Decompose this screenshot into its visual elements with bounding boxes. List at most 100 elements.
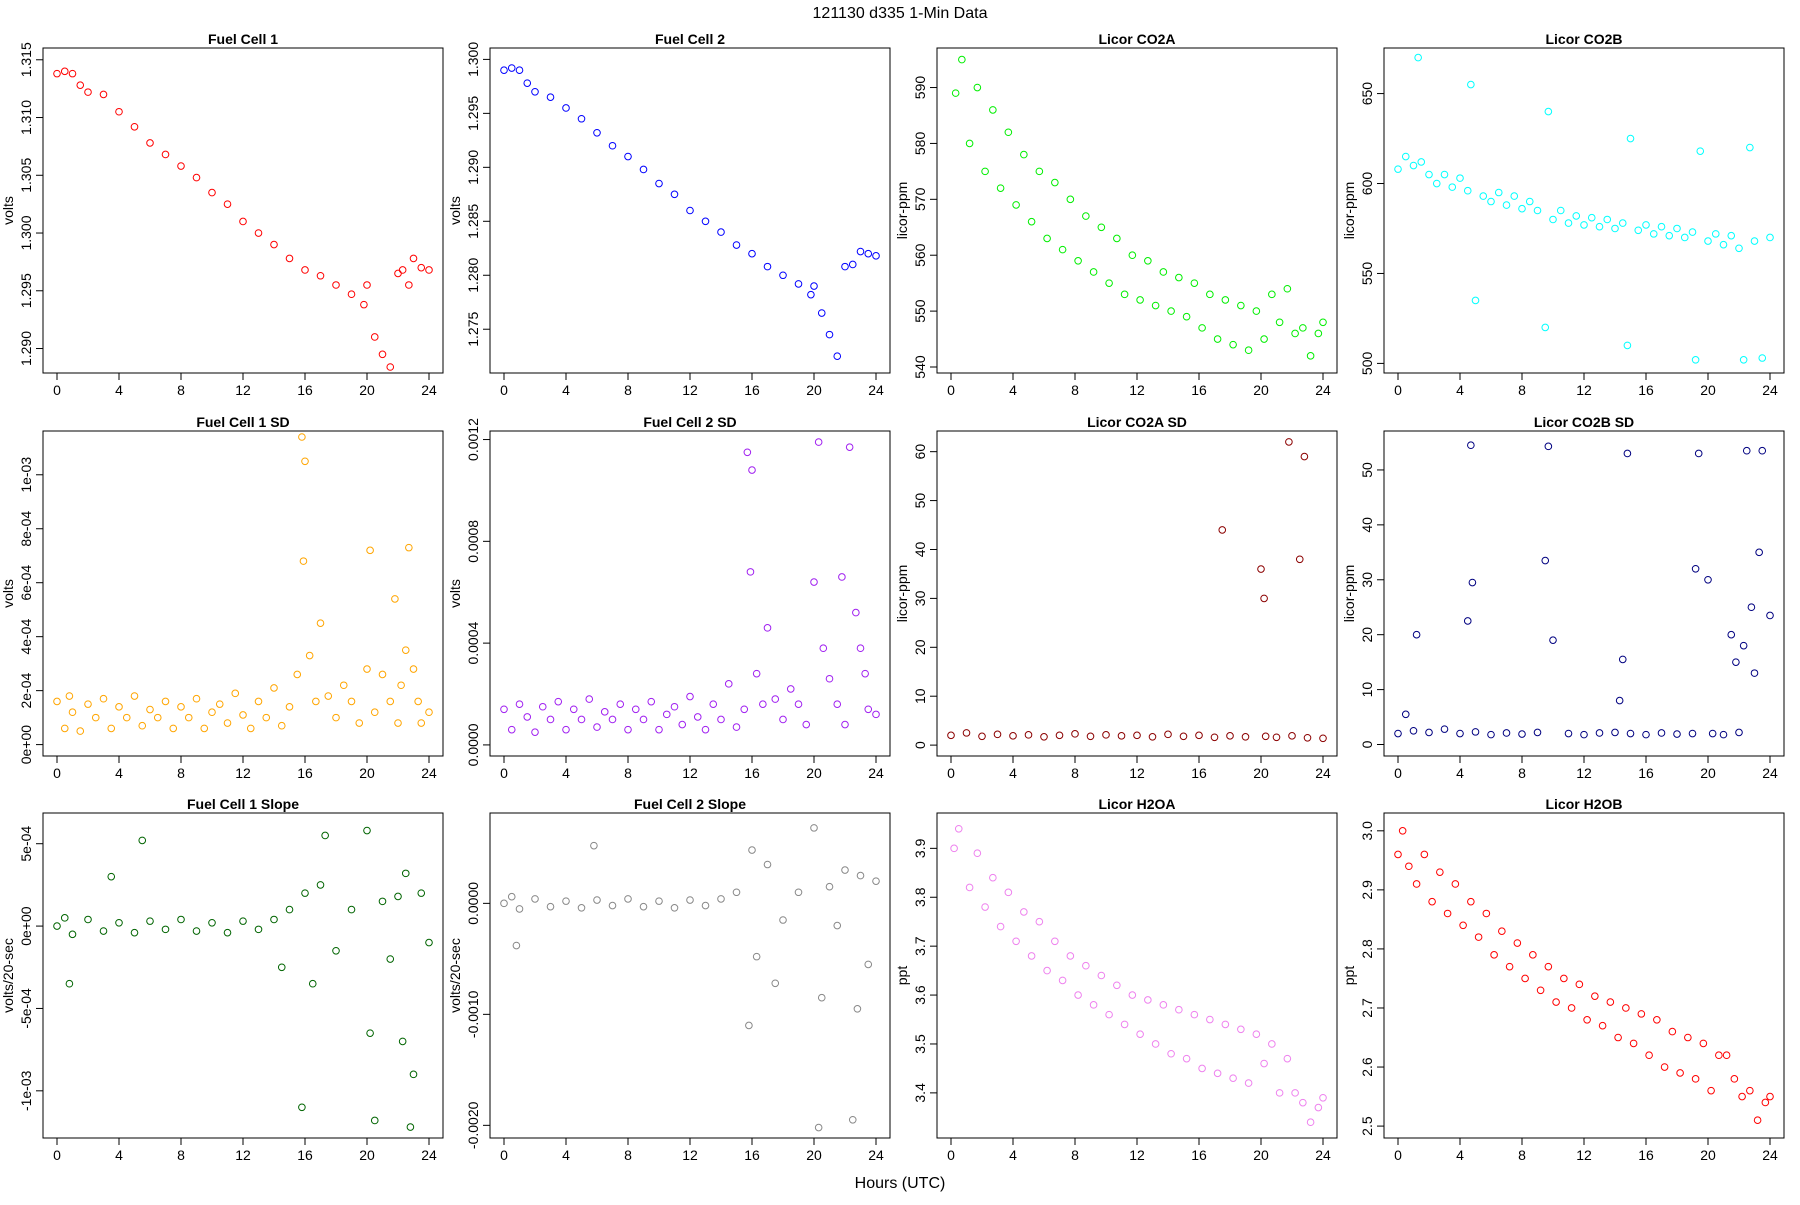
y-tick-label: 60 [912, 444, 928, 460]
data-point [577, 114, 586, 123]
data-point [1479, 192, 1488, 200]
data-point [1012, 937, 1020, 946]
data-point [748, 249, 756, 258]
data-point [624, 725, 632, 734]
data-point [1704, 575, 1712, 584]
data-point [1241, 732, 1250, 741]
y-tick-label: 0 [1359, 740, 1375, 748]
data-point [554, 697, 563, 706]
data-point [1428, 897, 1436, 906]
y-tick-label: 6e-04 [18, 565, 34, 601]
plot-frame [1383, 812, 1785, 1139]
data-point [1082, 961, 1090, 970]
data-point [507, 892, 516, 901]
data-point [1518, 730, 1526, 738]
data-point [277, 963, 286, 972]
data-point [1288, 732, 1296, 740]
data-point [1058, 976, 1067, 985]
data-point [1727, 630, 1736, 639]
y-tick-label: 0.0012 [465, 418, 481, 461]
data-point [115, 918, 123, 927]
data-point [810, 578, 818, 586]
data-point [1012, 201, 1020, 209]
data-point [872, 252, 880, 260]
data-point [1272, 733, 1281, 742]
data-point [624, 152, 632, 161]
data-point [270, 240, 278, 249]
data-point [223, 200, 232, 208]
x-tick-label: 8 [1071, 765, 1079, 781]
data-point [394, 892, 402, 901]
data-point [1299, 324, 1307, 332]
panel-fc1: Fuel Cell 1 0 4 8 12 16 20 24 1.290 1.295 1.300 1.3… [0, 31, 444, 398]
data-point [1502, 729, 1511, 737]
x-tick-label: 12 [1576, 765, 1592, 781]
data-point [1035, 917, 1044, 926]
y-axis-label: ppt [1341, 966, 1357, 986]
plot-frame [936, 812, 1338, 1139]
data-point [1468, 578, 1477, 587]
data-point [947, 731, 955, 740]
x-tick-label: 20 [806, 1147, 822, 1163]
data-point [53, 69, 61, 78]
data-point [355, 719, 364, 727]
data-point [146, 917, 154, 925]
x-tick-label: 24 [1762, 382, 1778, 398]
data-point [254, 925, 263, 934]
y-tick-label: 3.4 [912, 1083, 928, 1103]
data-point [1606, 998, 1615, 1006]
y-tick-label: 40 [912, 541, 928, 557]
data-point [1206, 1015, 1214, 1024]
data-point [312, 697, 320, 706]
plot-frame [42, 47, 444, 374]
data-point [1412, 880, 1421, 888]
y-tick-label: 50 [1359, 462, 1375, 478]
data-point [192, 927, 201, 935]
data-point [639, 165, 648, 174]
data-point [996, 184, 1005, 192]
y-tick-label: 3.9 [912, 838, 928, 858]
panel-co2b: Licor CO2B 0 4 8 12 16 20 24 500 550 600 650 licor-p… [1341, 31, 1785, 398]
data-point [223, 928, 232, 937]
data-point [1560, 974, 1568, 983]
x-tick-label: 8 [1518, 765, 1526, 781]
data-point [1673, 224, 1681, 233]
data-point [978, 732, 986, 741]
data-point [825, 882, 834, 891]
y-axis-label: ppt [894, 966, 910, 986]
data-point [794, 700, 803, 708]
data-point [299, 557, 308, 565]
panel-title: Fuel Cell 1 SD [196, 414, 289, 430]
data-point [1727, 231, 1736, 240]
x-tick-label: 0 [947, 765, 955, 781]
data-point [1487, 730, 1495, 739]
data-point [531, 895, 539, 903]
data-point [254, 697, 263, 706]
data-point [1136, 296, 1144, 304]
data-point [1074, 991, 1082, 999]
data-point [1591, 992, 1599, 1000]
y-tick-label: 0e+00 [18, 906, 34, 946]
data-point [65, 692, 74, 700]
data-point [239, 711, 247, 719]
y-tick-label: 550 [912, 299, 928, 323]
data-point [856, 247, 865, 256]
x-tick-label: 12 [682, 765, 698, 781]
panel-co2bsd: Licor CO2B SD 0 4 8 12 16 20 24 0 10 20 30 40 50 licor… [1341, 414, 1785, 781]
y-tick-label: 3.8 [912, 887, 928, 907]
data-point [1642, 730, 1650, 739]
data-point [1549, 215, 1557, 224]
data-point [1544, 107, 1553, 116]
plot-frame [1383, 430, 1785, 757]
data-point [802, 720, 811, 729]
x-tick-label: 24 [868, 1147, 884, 1163]
data-point [378, 350, 387, 359]
data-point [989, 106, 997, 114]
panel-title: Fuel Cell 1 Slope [187, 796, 299, 812]
data-point [1611, 728, 1619, 737]
data-point [585, 695, 594, 703]
data-point [1268, 1040, 1276, 1048]
data-point [1696, 147, 1705, 155]
data-point [1463, 617, 1472, 625]
data-point [1603, 215, 1612, 224]
